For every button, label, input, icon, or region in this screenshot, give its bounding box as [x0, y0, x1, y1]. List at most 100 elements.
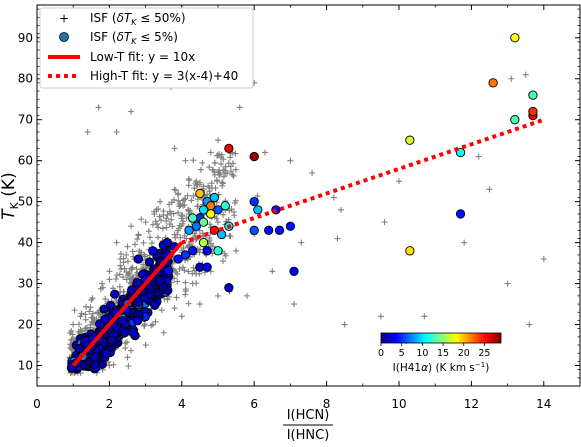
gray-point — [124, 354, 131, 361]
gray-point — [341, 321, 348, 328]
colored-point — [455, 209, 466, 219]
gray-point — [219, 180, 226, 187]
gray-point — [153, 220, 160, 227]
gray-point — [176, 222, 183, 229]
colorbar-tick-label: 0 — [378, 348, 384, 359]
gray-point — [508, 75, 515, 82]
gray-point — [125, 363, 132, 370]
gray-point — [88, 318, 95, 325]
gray-point — [185, 300, 192, 307]
plot-frame — [36, 4, 581, 387]
gray-point — [215, 169, 222, 176]
gray-point — [220, 211, 227, 218]
gray-point — [179, 202, 186, 209]
gray-point — [208, 180, 215, 187]
colored-point — [249, 225, 259, 235]
gray-point — [182, 157, 189, 164]
colored-point — [133, 297, 144, 307]
gray-point — [129, 248, 136, 255]
colored-point — [110, 289, 120, 299]
gray-point — [157, 198, 164, 205]
gray-point — [193, 181, 200, 188]
gray-point — [141, 321, 148, 328]
gray-point — [126, 270, 133, 277]
gray-point — [148, 322, 155, 329]
colored-point — [120, 327, 130, 338]
gray-point — [113, 129, 120, 135]
gray-point — [504, 280, 511, 287]
gray-point — [171, 145, 178, 152]
gray-point — [128, 347, 135, 354]
gray-point — [486, 186, 493, 193]
colorbar-tick-label: 15 — [437, 348, 449, 359]
gray-point — [154, 234, 161, 241]
colored-point — [118, 315, 128, 326]
gray-point — [182, 291, 189, 298]
gray-point — [175, 197, 182, 204]
gray-point — [221, 250, 228, 257]
gray-point — [89, 295, 96, 302]
colored-point — [528, 90, 538, 100]
colored-point — [184, 225, 194, 235]
gray-point — [155, 206, 162, 213]
gray-point — [233, 247, 240, 254]
colored-point — [216, 229, 227, 240]
gray-point — [421, 313, 428, 320]
colored-point — [285, 221, 296, 231]
gray-point — [226, 232, 233, 239]
gray-point — [123, 268, 130, 275]
y-tick-label: 20 — [18, 318, 33, 332]
gray-point — [76, 321, 83, 328]
colored-point — [148, 246, 158, 256]
gray-point — [475, 153, 482, 160]
gray-point — [210, 167, 217, 174]
gray-point — [134, 236, 141, 243]
gray-point — [140, 261, 147, 268]
colored-point — [209, 192, 220, 203]
gray-point — [211, 159, 218, 166]
x-tick-label: 4 — [178, 397, 186, 411]
gray-point — [269, 268, 276, 275]
gray-point — [338, 206, 345, 213]
gray-point — [232, 197, 239, 204]
gray-point — [120, 255, 127, 262]
gray-point — [95, 309, 102, 316]
colored-point — [173, 254, 183, 264]
gray-point — [218, 151, 225, 158]
y-tick-label: 80 — [18, 72, 33, 86]
gray-point — [191, 267, 198, 274]
gray-point — [155, 224, 162, 231]
gray-point — [232, 166, 239, 173]
x-tick-label: 0 — [33, 397, 41, 411]
gray-point — [287, 157, 294, 164]
gray-point — [123, 339, 130, 346]
gray-point — [142, 219, 149, 226]
gray-point — [291, 301, 298, 308]
legend-marker-plus: + — [59, 12, 69, 26]
colored-point — [145, 283, 156, 293]
colored-point — [224, 283, 234, 293]
gray-point — [175, 227, 182, 234]
gray-point — [118, 266, 125, 273]
gray-point — [172, 234, 179, 241]
gray-point — [102, 295, 109, 302]
colored-point — [78, 359, 88, 370]
gray-point — [174, 278, 181, 285]
gray-point — [128, 276, 135, 283]
gray-point — [220, 156, 227, 163]
gray-point — [169, 223, 176, 230]
legend-label-isf5: ISF (δTK ≤ 5%) — [90, 30, 178, 46]
gray-point — [121, 265, 128, 272]
gray-point — [236, 104, 243, 111]
colorbar-tick-label: 25 — [478, 348, 490, 359]
y-tick-label: 40 — [18, 236, 33, 250]
gray-point — [147, 234, 154, 241]
fit-lines-layer — [71, 117, 545, 367]
gray-point — [185, 242, 192, 249]
colored-point — [202, 246, 212, 256]
gray-point — [175, 209, 182, 216]
gray-point — [171, 305, 178, 312]
colored-point — [510, 33, 520, 43]
gray-point — [113, 239, 120, 246]
gray-point — [187, 207, 194, 214]
